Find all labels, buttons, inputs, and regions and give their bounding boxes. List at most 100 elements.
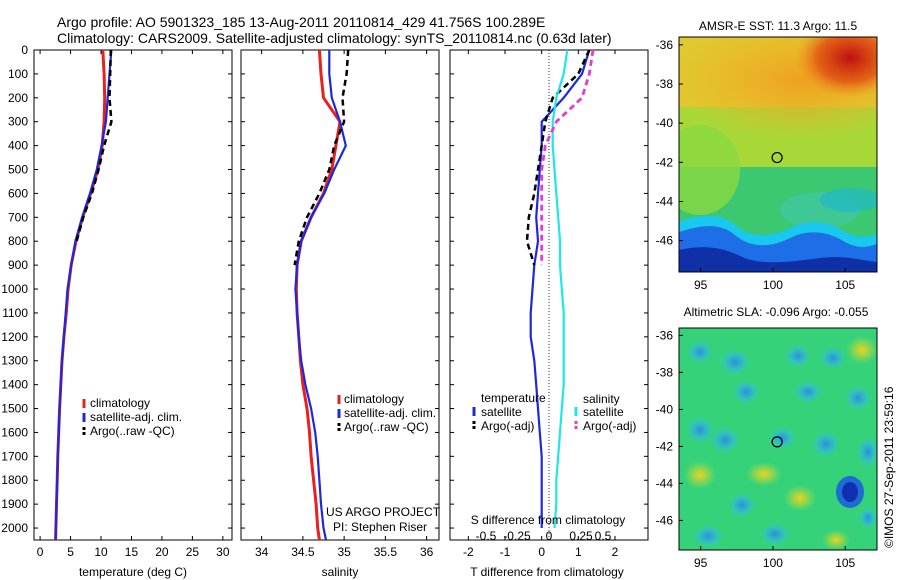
- legend-label-satellite: satellite-adj. clim.: [344, 406, 436, 420]
- x-tick-label: 1: [575, 545, 582, 559]
- map-x-tick-label: 105: [835, 556, 855, 570]
- temperature-panel: 0100200300400500600700800900100011001200…: [1, 43, 648, 579]
- x-tick-label: 0: [538, 545, 545, 559]
- x-tick-label: 30: [216, 545, 230, 559]
- map-x-tick-label: 95: [694, 556, 708, 570]
- sst-float-marker: [771, 151, 783, 164]
- legend-label-satellite: satellite-adj. clim.: [90, 410, 182, 424]
- x-tick-label: 5: [67, 545, 74, 559]
- legend-header-salinity: salinity: [583, 392, 620, 406]
- series-line-argo-raw-qc: [75, 49, 113, 242]
- y-tick-label: 1400: [1, 378, 28, 392]
- x-tick-label: 36: [420, 545, 434, 559]
- x-tick-label: 15: [125, 545, 139, 559]
- series-line-argo-adj: [540, 49, 595, 266]
- y-tick-label: 1000: [1, 282, 28, 296]
- temperature-xlabel: temperature (deg C): [79, 565, 187, 579]
- series-line-argo-adj: [525, 49, 591, 266]
- map-x-tick-label: 100: [763, 278, 783, 292]
- x-tick-label: 20: [155, 545, 169, 559]
- x-tick-label: 0: [37, 545, 44, 559]
- difference-legend: temperature salinity satellite Argo(-adj…: [472, 391, 636, 433]
- difference-axes: [449, 49, 649, 541]
- copyright-credit: ©IMOS 27-Sep-2011 23:59:16: [882, 386, 896, 548]
- x2-tick-label: 0.5: [595, 529, 612, 543]
- x-tick-label: 2: [612, 545, 619, 559]
- y-tick-label: 700: [8, 210, 28, 224]
- x-tick-label: 35: [337, 545, 351, 559]
- x2-tick-label: -0.5: [476, 529, 497, 543]
- x-tick-label: -1: [500, 545, 511, 559]
- x-tick-label: 34: [255, 545, 269, 559]
- difference-xlabel: T difference from climatology: [470, 565, 624, 579]
- temperature-axes: [33, 49, 233, 541]
- map-y-tick-label: -38: [656, 77, 674, 91]
- map-y-tick-label: -36: [656, 328, 674, 342]
- temperature-legend: climatology satellite-adj. clim. Argo(..…: [82, 396, 182, 438]
- pi-label: PI: Stephen Riser: [333, 520, 427, 534]
- y-tick-label: 900: [8, 258, 28, 272]
- x-tick-label: 35.5: [374, 545, 398, 559]
- sst-map: AMSR-E SST: 11.3 Argo: 11.5 95 100 105 -36 -…: [656, 19, 878, 292]
- difference-panel: -2 -1 0 1 2 -0.5 -0.25 0 0.25 0.5 T difference fr…: [449, 49, 649, 579]
- x2-tick-label: 0.25: [569, 529, 593, 543]
- series-line-satellite-adj-clim: [54, 49, 113, 541]
- header-line2: Climatology: CARS2009. Satellite-adjuste…: [57, 30, 612, 46]
- y-tick-label: 800: [8, 234, 28, 248]
- legend-label-argo: Argo(..raw -QC): [90, 424, 175, 438]
- header-line1: Argo profile: AO 5901323_185 13-Aug-2011…: [57, 14, 545, 30]
- x-tick-label: 34.5: [291, 545, 315, 559]
- series-line-argo-raw-qc: [293, 49, 350, 266]
- map-y-tick-label: -36: [656, 38, 674, 52]
- sla-axes: [678, 327, 878, 551]
- salinity-xlabel: salinity: [322, 565, 359, 579]
- salinity-axes: [240, 49, 440, 541]
- map-y-tick-label: -42: [656, 155, 674, 169]
- x2-tick-label: 0: [546, 529, 553, 543]
- y-tick-label: 2000: [1, 521, 28, 535]
- y-tick-label: 500: [8, 163, 28, 177]
- map-y-tick-label: -44: [656, 195, 674, 209]
- map-y-tick-label: -38: [656, 365, 674, 379]
- y-tick-label: 1300: [1, 354, 28, 368]
- legend-label-climatology: climatology: [90, 396, 150, 410]
- legend-label-climatology: climatology: [344, 392, 404, 406]
- map-y-tick-label: -44: [656, 476, 674, 490]
- map-y-tick-label: -46: [656, 234, 674, 248]
- y-tick-label: 1100: [2, 306, 28, 320]
- y-tick-label: 0: [21, 43, 28, 57]
- x2-tick-label: -0.25: [503, 529, 531, 543]
- sla-map: Altimetric SLA: -0.096 Argo: -0.055: [656, 305, 878, 570]
- salinity-legend: climatology satellite-adj. clim. Argo(..…: [337, 392, 436, 434]
- y-tick-label: 1800: [1, 473, 28, 487]
- map-y-tick-label: -42: [656, 439, 674, 453]
- legend-label-sal-satellite: satellite: [583, 405, 624, 419]
- y-tick-label: 100: [8, 67, 28, 81]
- series-line-satellite-adj-clim: [294, 50, 347, 541]
- x-tick-label: 25: [186, 545, 200, 559]
- map-y-tick-label: -40: [656, 116, 674, 130]
- legend-header-temperature: temperature: [481, 391, 546, 405]
- y-tick-label: 1200: [1, 330, 28, 344]
- legend-label-sal-argo: Argo(-adj): [583, 419, 636, 433]
- legend-label-temp-satellite: satellite: [481, 405, 522, 419]
- sst-axes: [678, 36, 878, 273]
- sla-float-marker: [771, 436, 783, 448]
- series-line-climatology: [54, 49, 107, 541]
- map-x-tick-label: 95: [694, 278, 708, 292]
- project-label: US ARGO PROJECT: [326, 505, 441, 519]
- difference-x2label: S difference from climatology: [471, 513, 626, 527]
- y-tick-label: 600: [8, 186, 28, 200]
- y-tick-label: 1900: [1, 497, 28, 511]
- map-y-tick-label: -40: [656, 402, 674, 416]
- legend-label-argo: Argo(..raw -QC): [344, 420, 429, 434]
- y-tick-label: 200: [8, 91, 28, 105]
- sla-field: [679, 328, 877, 550]
- y-tick-label: 300: [8, 115, 28, 129]
- map-x-tick-label: 100: [763, 556, 783, 570]
- sst-title: AMSR-E SST: 11.3 Argo: 11.5: [699, 19, 858, 33]
- map-x-tick-label: 105: [835, 278, 855, 292]
- salinity-panel: 34 34.5 35 35.5 36 salinity climatology sate…: [240, 49, 441, 579]
- x-tick-label: 10: [94, 545, 108, 559]
